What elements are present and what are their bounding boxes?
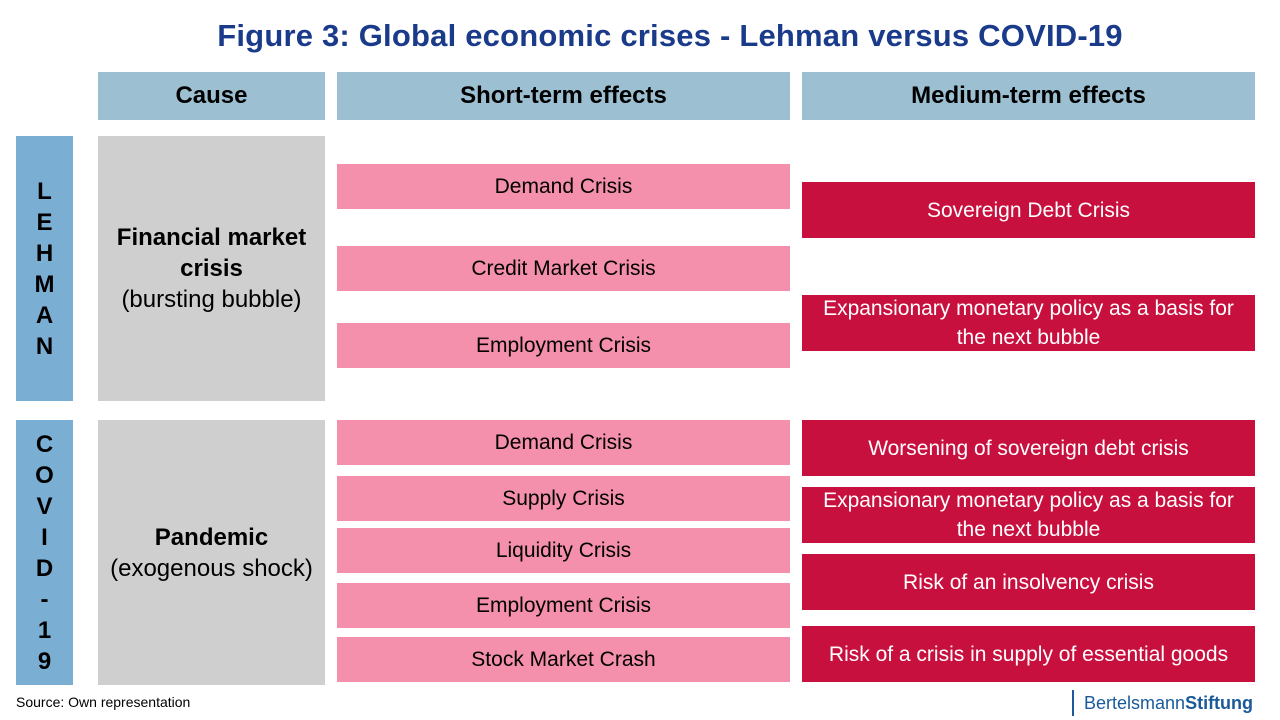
lehman-medium-term-item: Sovereign Debt Crisis <box>802 182 1255 238</box>
header-medium-term: Medium-term effects <box>802 72 1255 120</box>
logo-text-part1: Bertelsmann <box>1084 692 1186 713</box>
covid-short-term-item: Employment Crisis <box>337 583 790 628</box>
cause-main-text: Pandemic <box>154 523 269 551</box>
side-letter: D <box>35 554 54 582</box>
side-letter: E <box>36 208 53 236</box>
header-cause: Cause <box>98 72 325 120</box>
figure-title: Figure 3: Global economic crises - Lehma… <box>217 18 1123 53</box>
side-letter: V <box>36 492 53 520</box>
side-letter: A <box>35 301 54 329</box>
side-letter: 9 <box>37 647 52 675</box>
lehman-short-term-item: Demand Crisis <box>337 164 790 209</box>
covid-short-term-item: Supply Crisis <box>337 476 790 521</box>
cause-sub-text: (bursting bubble) <box>121 286 302 313</box>
side-letter: C <box>35 430 54 458</box>
covid-medium-term-item: Risk of a crisis in supply of essential … <box>802 626 1255 682</box>
side-letter: - <box>40 585 49 613</box>
covid-short-term-item: Liquidity Crisis <box>337 528 790 573</box>
lehman-side-label: L E H M A N <box>16 136 73 401</box>
side-letter: H <box>35 239 54 267</box>
side-letter: O <box>35 461 54 489</box>
lehman-short-term-item: Employment Crisis <box>337 323 790 368</box>
covid-side-label: C O V I D - 1 9 <box>16 420 73 685</box>
bertelsmann-stiftung-logo: Bertelsmann Stiftung <box>1072 690 1253 716</box>
side-letter: I <box>41 523 48 551</box>
covid-short-term-item: Demand Crisis <box>337 420 790 465</box>
side-letter: M <box>34 270 55 298</box>
lehman-short-term-item: Credit Market Crisis <box>337 246 790 291</box>
cause-sub-text: (exogenous shock) <box>110 554 313 582</box>
lehman-medium-term-item: Expansionary monetary policy as a basis … <box>802 295 1255 351</box>
covid-medium-term-item: Risk of an insolvency crisis <box>802 554 1255 610</box>
side-letter: L <box>37 177 52 205</box>
side-letter: N <box>35 332 54 360</box>
lehman-cause-box: Financial market crisis (bursting bubble… <box>98 136 325 401</box>
covid-medium-term-item: Worsening of sovereign debt crisis <box>802 420 1255 476</box>
covid-cause-box: Pandemic (exogenous shock) <box>98 420 325 685</box>
covid-medium-term-item: Expansionary monetary policy as a basis … <box>802 487 1255 543</box>
header-short-term: Short-term effects <box>337 72 790 120</box>
side-letter: 1 <box>37 616 52 644</box>
logo-text-part2: Stiftung <box>1185 692 1254 713</box>
covid-short-term-item: Stock Market Crash <box>337 637 790 682</box>
source-note: Source: Own representation <box>16 694 191 710</box>
cause-main-text: Financial market crisis <box>116 224 307 282</box>
